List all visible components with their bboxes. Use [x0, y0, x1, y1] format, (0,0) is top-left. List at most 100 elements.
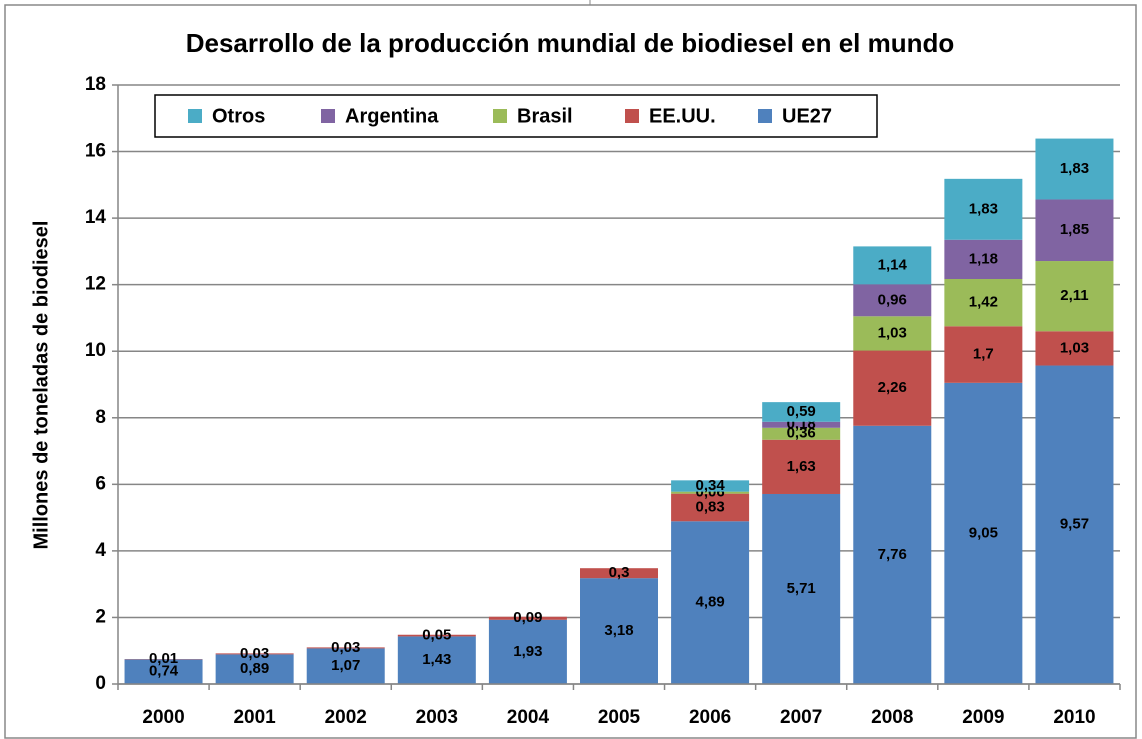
legend-label: UE27: [782, 105, 832, 127]
bar-segment: [215, 653, 294, 655]
bar-segment: [944, 279, 1023, 327]
bar-segment: [580, 568, 658, 579]
x-tick-label: 2002: [325, 707, 367, 728]
bar-segment: [1035, 138, 1114, 200]
bar-segment: [853, 316, 932, 351]
value-label: 0,74: [149, 663, 179, 680]
y-tick-label: 16: [85, 141, 106, 162]
legend-label: Otros: [212, 105, 265, 127]
bar-segment: [580, 578, 658, 684]
bar-segment: [762, 402, 841, 422]
bar-segment: [1035, 331, 1114, 366]
x-tick-label: 2001: [233, 707, 276, 728]
bar-segment: [671, 491, 750, 494]
legend-label: Argentina: [345, 105, 439, 127]
bar-segment: [1035, 365, 1114, 684]
bar-segment: [306, 648, 385, 684]
value-label: 0,96: [878, 291, 907, 308]
bar-segment: [306, 647, 385, 649]
value-label: 0,3: [609, 564, 630, 581]
value-label: 0,03: [240, 645, 269, 662]
value-label: 2,26: [878, 379, 907, 396]
bar-segment: [1035, 199, 1114, 262]
bar-segment: [944, 239, 1023, 280]
value-label: 0,36: [787, 425, 816, 442]
value-label: 1,42: [969, 294, 998, 311]
bar-segment: [762, 421, 841, 428]
value-label: 0,09: [513, 609, 542, 626]
y-tick-label: 4: [95, 540, 106, 561]
value-label: 1,63: [787, 458, 816, 475]
x-tick-label: 2008: [871, 707, 913, 728]
legend-label: Brasil: [517, 105, 573, 127]
legend-swatch: [758, 109, 772, 123]
bar-segment: [853, 284, 932, 317]
value-label: 4,89: [695, 594, 724, 611]
value-label: 1,85: [1060, 221, 1089, 238]
bar-segment: [215, 654, 294, 684]
bar-segment: [762, 439, 841, 494]
value-label: 0,59: [787, 403, 816, 420]
bar-segment: [671, 480, 750, 492]
y-tick-label: 14: [85, 207, 107, 228]
x-tick-label: 2009: [962, 707, 1004, 728]
value-label: 2,11: [1060, 287, 1088, 304]
x-tick-label: 2006: [689, 707, 731, 728]
value-label: 1,83: [969, 200, 998, 217]
y-tick-label: 12: [85, 274, 106, 295]
bar-segment: [488, 619, 567, 684]
bar-segment: [1035, 261, 1114, 332]
legend-swatch: [188, 109, 202, 123]
y-tick-label: 10: [85, 340, 106, 361]
value-label: 1,83: [1060, 160, 1089, 177]
value-label: 1,18: [969, 250, 998, 267]
x-tick-label: 2007: [780, 707, 822, 728]
bar-segment: [124, 659, 203, 684]
x-tick-label: 2000: [142, 707, 184, 728]
value-label: 1,07: [331, 657, 360, 674]
value-label: 0,05: [422, 627, 451, 644]
bar-segment: [671, 521, 750, 684]
y-tick-label: 18: [85, 74, 106, 95]
bar-segment: [762, 427, 841, 440]
bar-segment: [397, 636, 476, 684]
y-tick-label: 8: [95, 407, 106, 428]
bar-segment: [488, 616, 567, 620]
y-tick-label: 0: [95, 673, 106, 694]
y-axis-label: Millones de toneladas de biodiesel: [30, 221, 52, 550]
x-tick-label: 2003: [416, 707, 458, 728]
legend-swatch: [493, 109, 507, 123]
legend-label: EE.UU.: [649, 105, 716, 127]
bar-segment: [762, 493, 841, 684]
bar-segment: [944, 382, 1023, 684]
value-label: 1,14: [878, 256, 908, 273]
x-tick-label: 2004: [507, 707, 550, 728]
legend-box: [154, 94, 878, 138]
value-label: 0,03: [331, 639, 360, 656]
x-tick-label: 2005: [598, 707, 641, 728]
value-label: 0,83: [695, 498, 724, 515]
value-label: 7,76: [878, 546, 907, 563]
value-label: 0,01: [149, 650, 178, 667]
bar-segment: [944, 326, 1023, 383]
value-label: 3,18: [604, 622, 633, 639]
bar-segment: [671, 493, 750, 522]
value-label: 9,57: [1060, 516, 1089, 533]
value-label: 0,34: [695, 477, 725, 494]
legend-swatch: [321, 109, 335, 123]
value-label: 1,03: [1060, 339, 1089, 356]
value-label: 1,03: [878, 324, 907, 341]
value-label: 1,93: [513, 643, 542, 660]
bar-segment: [853, 246, 932, 285]
value-label: 0,89: [240, 660, 269, 677]
value-label: 1,43: [422, 651, 451, 668]
bar-segment: [853, 350, 932, 426]
legend-swatch: [625, 109, 639, 123]
value-label: 1,7: [973, 346, 994, 363]
y-tick-label: 6: [95, 473, 106, 494]
bar-segment: [397, 634, 476, 637]
bar-segment: [944, 178, 1023, 240]
value-label: 5,71: [787, 580, 816, 597]
y-tick-label: 2: [95, 606, 106, 627]
